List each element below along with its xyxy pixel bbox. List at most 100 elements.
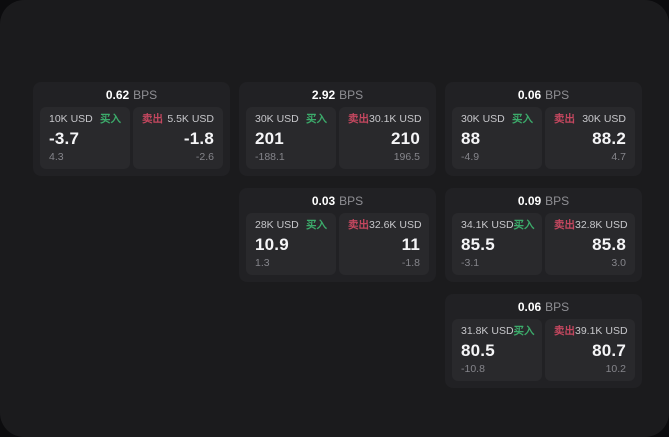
bps-header: 0.06 BPS <box>445 82 642 107</box>
buy-price: -3.7 <box>49 128 80 148</box>
bps-unit-label: BPS <box>339 193 364 208</box>
sell-panel-top: 卖出 30K USD <box>554 114 626 125</box>
buy-panel-top: 34.1K USD 买入 <box>461 219 535 231</box>
card-body: 28K USD 买入 10.9 1.3 卖出 32.6K USD 11 -1.8 <box>239 213 436 275</box>
sell-price: 85.8 <box>592 234 626 254</box>
buy-price: 88 <box>461 128 481 148</box>
buy-amount: 28K USD <box>255 219 299 231</box>
buy-price: 85.5 <box>461 234 495 254</box>
bps-header: 0.06 BPS <box>445 294 642 319</box>
bps-unit-label: BPS <box>545 299 570 314</box>
quote-card-2[interactable]: 2.92 BPS 30K USD 买入 201 -188.1 卖出 30.1K … <box>239 82 436 176</box>
buy-amount: 30K USD <box>255 113 299 125</box>
bps-unit-label: BPS <box>133 87 158 102</box>
sell-label: 卖出 <box>554 325 575 337</box>
sell-amount: 32.8K USD <box>575 219 628 231</box>
sell-panel[interactable]: 卖出 32.6K USD 11 -1.8 <box>339 213 429 275</box>
sell-price: 210 <box>391 128 420 148</box>
buy-panel[interactable]: 30K USD 买入 201 -188.1 <box>246 107 336 169</box>
quote-card-5[interactable]: 0.09 BPS 34.1K USD 买入 85.5 -3.1 卖出 32.8K… <box>445 188 642 282</box>
sell-delta: 3.0 <box>611 256 626 269</box>
sell-delta: -1.8 <box>401 256 420 269</box>
buy-panel-top: 30K USD 买入 <box>461 114 533 125</box>
bps-unit-label: BPS <box>545 193 570 208</box>
bps-header: 0.09 BPS <box>445 188 642 213</box>
buy-panel[interactable]: 31.8K USD 买入 80.5 -10.8 <box>452 319 542 381</box>
buy-delta: 4.3 <box>49 150 64 163</box>
sell-amount: 39.1K USD <box>575 325 628 337</box>
buy-amount: 30K USD <box>461 113 505 125</box>
buy-label: 买入 <box>513 325 535 337</box>
buy-label: 买入 <box>513 219 535 231</box>
sell-panel-top: 卖出 39.1K USD <box>554 325 628 337</box>
sell-panel[interactable]: 卖出 5.5K USD -1.8 -2.6 <box>133 107 223 169</box>
card-body: 30K USD 买入 201 -188.1 卖出 30.1K USD 210 1… <box>239 107 436 169</box>
sell-delta: 196.5 <box>393 150 420 163</box>
sell-delta: -2.6 <box>195 150 214 163</box>
card-body: 30K USD 买入 88 -4.9 卖出 30K USD 88.2 4.7 <box>445 107 642 169</box>
quote-card-6[interactable]: 0.06 BPS 31.8K USD 买入 80.5 -10.8 卖出 39.1… <box>445 294 642 388</box>
sell-price: 88.2 <box>592 128 626 148</box>
buy-label: 买入 <box>100 113 121 125</box>
buy-panel[interactable]: 10K USD 买入 -3.7 4.3 <box>40 107 130 169</box>
sell-price: 11 <box>401 234 420 254</box>
buy-panel[interactable]: 30K USD 买入 88 -4.9 <box>452 107 542 169</box>
buy-delta: 1.3 <box>255 256 270 269</box>
buy-price: 10.9 <box>255 234 289 254</box>
buy-amount: 34.1K USD <box>461 219 514 231</box>
sell-amount: 30K USD <box>582 113 626 125</box>
card-body: 31.8K USD 买入 80.5 -10.8 卖出 39.1K USD 80.… <box>445 319 642 381</box>
buy-panel-top: 30K USD 买入 <box>255 114 327 125</box>
buy-label: 买入 <box>512 113 533 125</box>
quote-card-1[interactable]: 0.62 BPS 10K USD 买入 -3.7 4.3 卖出 5.5K USD… <box>33 82 230 176</box>
buy-label: 买入 <box>306 113 327 125</box>
buy-amount: 10K USD <box>49 113 93 125</box>
buy-price: 80.5 <box>461 340 495 360</box>
sell-amount: 32.6K USD <box>369 219 422 231</box>
bps-unit-label: BPS <box>339 87 364 102</box>
sell-panel[interactable]: 卖出 32.8K USD 85.8 3.0 <box>545 213 635 275</box>
bps-header: 0.62 BPS <box>33 82 230 107</box>
sell-label: 卖出 <box>554 113 575 125</box>
sell-panel[interactable]: 卖出 39.1K USD 80.7 10.2 <box>545 319 635 381</box>
sell-label: 卖出 <box>554 219 575 231</box>
sell-amount: 5.5K USD <box>167 113 214 125</box>
sell-panel-top: 卖出 32.6K USD <box>348 219 422 231</box>
sell-delta: 10.2 <box>605 362 626 375</box>
buy-panel-top: 28K USD 买入 <box>255 220 327 231</box>
buy-amount: 31.8K USD <box>461 325 514 337</box>
bps-header: 2.92 BPS <box>239 82 436 107</box>
bps-value: 0.03 <box>311 193 336 208</box>
bps-value: 0.06 <box>517 299 542 314</box>
buy-delta: -188.1 <box>255 150 285 163</box>
bps-value: 2.92 <box>311 87 336 102</box>
bps-header: 0.03 BPS <box>239 188 436 213</box>
sell-delta: 4.7 <box>611 150 626 163</box>
buy-panel-top: 10K USD 买入 <box>49 114 121 125</box>
bps-value: 0.06 <box>517 87 542 102</box>
sell-label: 卖出 <box>348 113 369 125</box>
buy-price: 201 <box>255 128 284 148</box>
bps-value: 0.09 <box>517 193 542 208</box>
sell-price: -1.8 <box>183 128 214 148</box>
sell-panel[interactable]: 卖出 30K USD 88.2 4.7 <box>545 107 635 169</box>
buy-delta: -3.1 <box>461 256 480 269</box>
buy-delta: -4.9 <box>461 150 480 163</box>
bps-value: 0.62 <box>105 87 130 102</box>
bps-unit-label: BPS <box>545 87 570 102</box>
sell-panel-top: 卖出 32.8K USD <box>554 219 628 231</box>
buy-panel[interactable]: 34.1K USD 买入 85.5 -3.1 <box>452 213 542 275</box>
sell-amount: 30.1K USD <box>369 113 422 125</box>
buy-delta: -10.8 <box>461 362 485 375</box>
quote-card-3[interactable]: 0.06 BPS 30K USD 买入 88 -4.9 卖出 30K USD 8… <box>445 82 642 176</box>
buy-panel-top: 31.8K USD 买入 <box>461 325 535 337</box>
buy-label: 买入 <box>306 219 327 231</box>
quote-card-4[interactable]: 0.03 BPS 28K USD 买入 10.9 1.3 卖出 32.6K US… <box>239 188 436 282</box>
sell-panel-top: 卖出 30.1K USD <box>348 113 422 125</box>
sell-panel[interactable]: 卖出 30.1K USD 210 196.5 <box>339 107 429 169</box>
sell-label: 卖出 <box>348 219 369 231</box>
sell-panel-top: 卖出 5.5K USD <box>142 114 214 125</box>
buy-panel[interactable]: 28K USD 买入 10.9 1.3 <box>246 213 336 275</box>
card-body: 10K USD 买入 -3.7 4.3 卖出 5.5K USD -1.8 -2.… <box>33 107 230 169</box>
card-body: 34.1K USD 买入 85.5 -3.1 卖出 32.8K USD 85.8… <box>445 213 642 275</box>
